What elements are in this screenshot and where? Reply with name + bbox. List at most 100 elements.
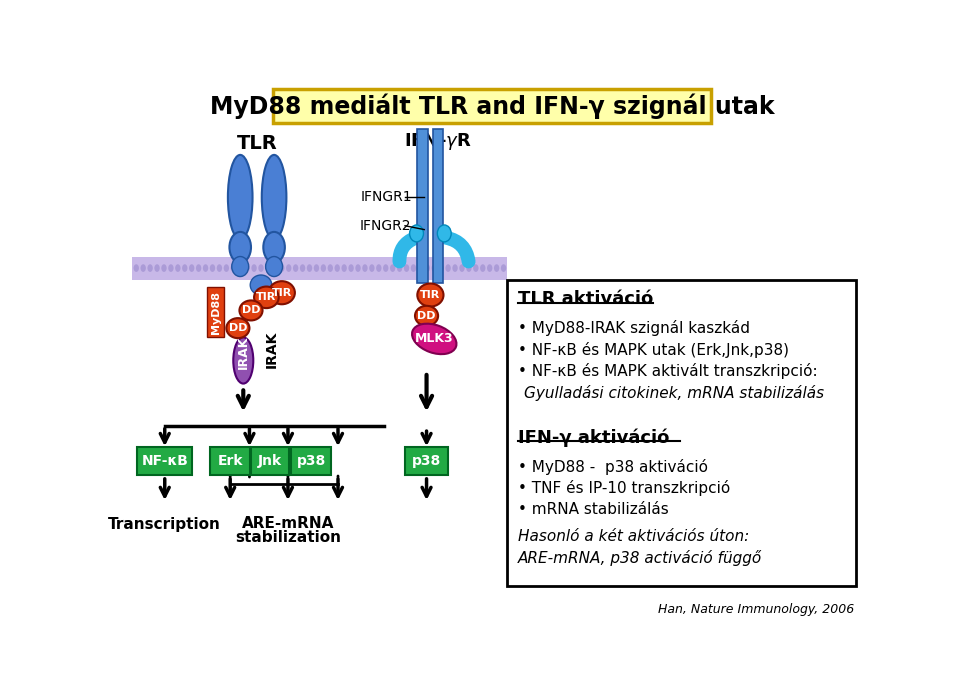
Text: TIR: TIR (420, 290, 441, 300)
Text: TLR aktiváció: TLR aktiváció (518, 290, 654, 308)
Text: Gyulladási citokinek, mRNA stabilizálás: Gyulladási citokinek, mRNA stabilizálás (524, 384, 825, 401)
Text: DD: DD (242, 305, 260, 316)
Ellipse shape (415, 306, 438, 325)
Text: • MyD88-IRAK szignál kaszkád: • MyD88-IRAK szignál kaszkád (518, 320, 750, 336)
Ellipse shape (348, 264, 354, 272)
Ellipse shape (307, 264, 312, 272)
Ellipse shape (233, 337, 253, 384)
Ellipse shape (383, 264, 389, 272)
FancyArrowPatch shape (446, 238, 468, 262)
Text: • mRNA stabilizálás: • mRNA stabilizálás (518, 502, 669, 517)
Ellipse shape (334, 264, 340, 272)
Text: ARE-mRNA, p38 activáció függő: ARE-mRNA, p38 activáció függő (518, 550, 762, 566)
Ellipse shape (168, 264, 174, 272)
Ellipse shape (230, 264, 236, 272)
FancyArrowPatch shape (399, 238, 415, 262)
Ellipse shape (266, 257, 282, 276)
Ellipse shape (494, 264, 499, 272)
Ellipse shape (210, 264, 215, 272)
Ellipse shape (224, 264, 229, 272)
Ellipse shape (396, 264, 402, 272)
Ellipse shape (286, 264, 292, 272)
Ellipse shape (217, 264, 222, 272)
Text: stabilization: stabilization (235, 530, 341, 545)
Ellipse shape (155, 264, 159, 272)
Ellipse shape (279, 264, 284, 272)
Ellipse shape (258, 264, 264, 272)
Ellipse shape (459, 264, 465, 272)
Text: IFNGR2: IFNGR2 (360, 219, 411, 232)
Ellipse shape (300, 264, 305, 272)
Ellipse shape (239, 301, 262, 321)
Text: TIR: TIR (272, 288, 292, 298)
Ellipse shape (228, 155, 252, 239)
Ellipse shape (237, 264, 243, 272)
Text: Transcription: Transcription (108, 517, 221, 532)
Ellipse shape (410, 225, 423, 242)
Ellipse shape (245, 264, 250, 272)
Text: MyD88: MyD88 (210, 291, 221, 335)
Ellipse shape (418, 283, 444, 307)
Ellipse shape (412, 323, 456, 354)
Text: DD: DD (418, 311, 436, 321)
Bar (433, 130, 444, 283)
Text: • NF-κB és MAPK utak (Erk,Jnk,p38): • NF-κB és MAPK utak (Erk,Jnk,p38) (518, 341, 789, 357)
Ellipse shape (262, 155, 286, 239)
FancyBboxPatch shape (251, 448, 290, 475)
Text: MyD88 mediált TLR and IFN-γ szignál utak: MyD88 mediált TLR and IFN-γ szignál utak (209, 94, 775, 119)
Text: Hasonló a két aktivációs úton:: Hasonló a két aktivációs úton: (518, 529, 750, 543)
FancyBboxPatch shape (405, 448, 448, 475)
Ellipse shape (293, 264, 299, 272)
Ellipse shape (439, 264, 444, 272)
Text: • NF-κB és MAPK aktivált transzkripció:: • NF-κB és MAPK aktivált transzkripció: (518, 363, 818, 379)
Ellipse shape (411, 264, 416, 272)
Ellipse shape (252, 264, 256, 272)
Text: • TNF és IP-10 transzkripció: • TNF és IP-10 transzkripció (518, 480, 731, 496)
Ellipse shape (321, 264, 326, 272)
Ellipse shape (452, 264, 458, 272)
Ellipse shape (263, 232, 285, 263)
Ellipse shape (251, 275, 272, 295)
Ellipse shape (227, 318, 250, 338)
Ellipse shape (432, 264, 437, 272)
Ellipse shape (161, 264, 167, 272)
Ellipse shape (370, 264, 374, 272)
Ellipse shape (182, 264, 187, 272)
Text: DD: DD (228, 323, 247, 333)
Ellipse shape (189, 264, 194, 272)
Text: TIR: TIR (256, 292, 276, 303)
Ellipse shape (501, 264, 506, 272)
Text: IFNGR1: IFNGR1 (361, 190, 413, 204)
Text: IFN-γ aktiváció: IFN-γ aktiváció (518, 428, 669, 447)
Text: IRAK: IRAK (237, 336, 250, 369)
Ellipse shape (148, 264, 153, 272)
Ellipse shape (480, 264, 486, 272)
Text: p38: p38 (412, 455, 442, 468)
Bar (418, 130, 428, 283)
Ellipse shape (140, 264, 146, 272)
Ellipse shape (203, 264, 208, 272)
Ellipse shape (467, 264, 471, 272)
Text: MLK3: MLK3 (415, 332, 453, 346)
Ellipse shape (229, 232, 251, 263)
Text: IFN-$\gamma$R: IFN-$\gamma$R (404, 130, 472, 151)
Text: TLR: TLR (237, 134, 277, 153)
Text: IRAK: IRAK (265, 330, 278, 368)
FancyBboxPatch shape (210, 448, 251, 475)
Ellipse shape (355, 264, 361, 272)
Ellipse shape (404, 264, 409, 272)
Text: Han, Nature Immunology, 2006: Han, Nature Immunology, 2006 (658, 602, 853, 616)
Ellipse shape (175, 264, 180, 272)
Ellipse shape (133, 264, 139, 272)
Text: ARE-mRNA: ARE-mRNA (242, 516, 334, 531)
Ellipse shape (376, 264, 381, 272)
Bar (207, 287, 224, 337)
Text: • MyD88 -  p38 aktiváció: • MyD88 - p38 aktiváció (518, 459, 708, 475)
Ellipse shape (418, 264, 423, 272)
FancyBboxPatch shape (137, 448, 192, 475)
Ellipse shape (231, 257, 249, 276)
Bar (132, 257, 508, 280)
Text: p38: p38 (297, 455, 325, 468)
Ellipse shape (438, 225, 451, 242)
Text: Jnk: Jnk (258, 455, 282, 468)
